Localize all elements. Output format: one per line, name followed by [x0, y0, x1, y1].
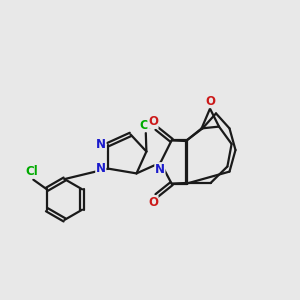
Text: O: O — [206, 94, 216, 108]
Text: Cl: Cl — [140, 118, 152, 132]
Text: N: N — [155, 163, 165, 176]
Text: N: N — [96, 161, 106, 175]
Text: O: O — [148, 196, 158, 209]
Text: N: N — [96, 137, 106, 151]
Text: O: O — [148, 115, 158, 128]
Text: Cl: Cl — [26, 165, 38, 178]
